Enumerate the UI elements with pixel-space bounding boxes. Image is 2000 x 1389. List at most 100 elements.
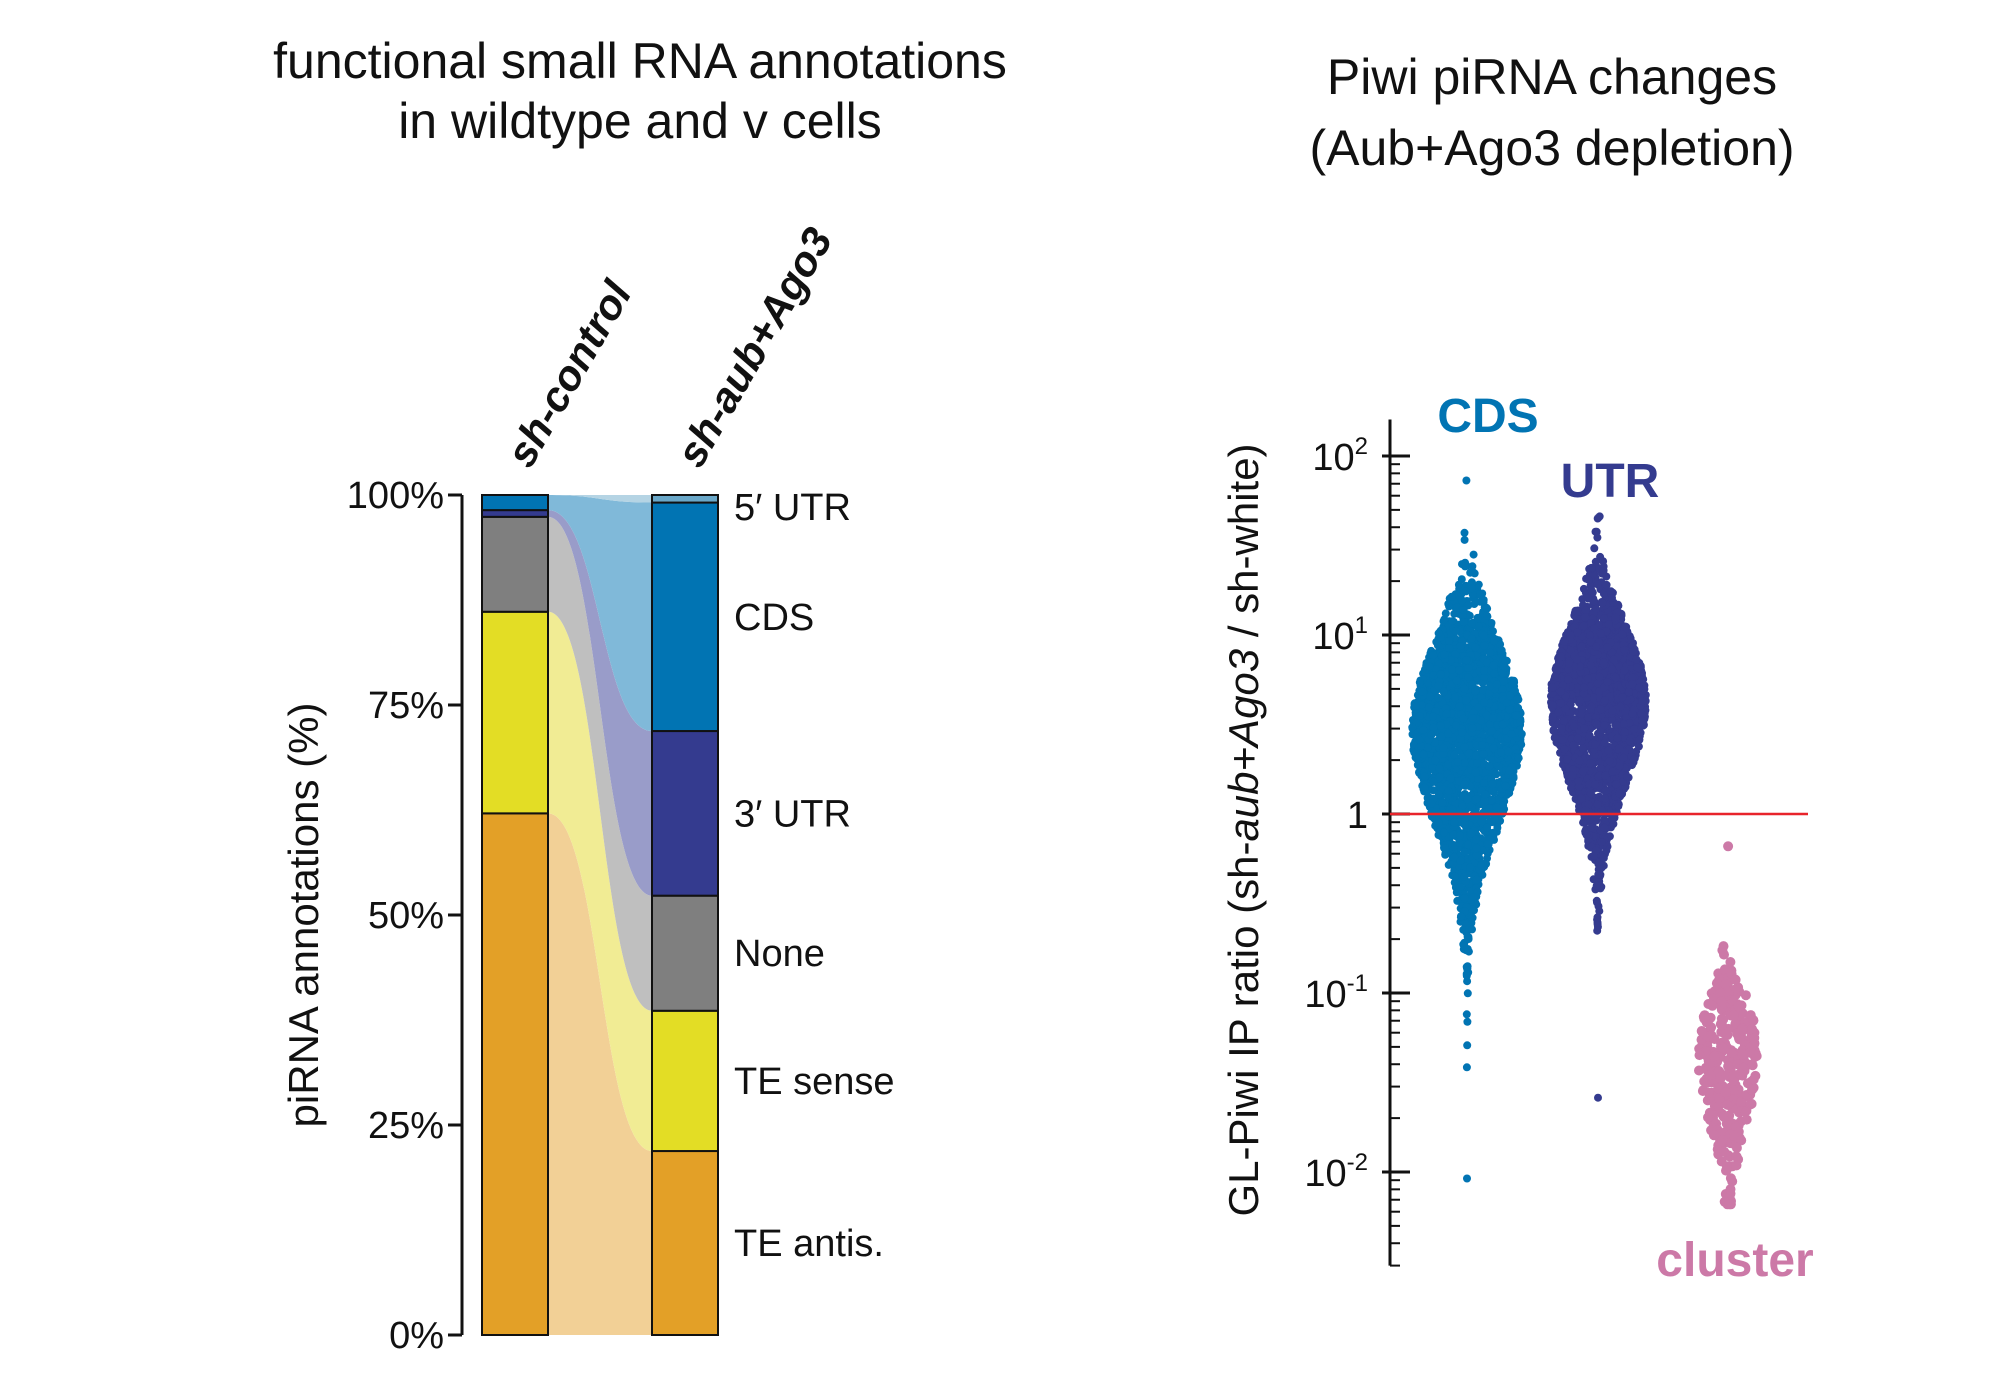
- segment-label-te-antis: TE antis.: [734, 1223, 884, 1265]
- data-point: [1455, 702, 1464, 711]
- data-point: [1477, 861, 1486, 870]
- data-point: [1436, 722, 1445, 730]
- data-point: [1459, 941, 1468, 950]
- data-point: [1549, 727, 1558, 736]
- data-point: [1483, 840, 1492, 848]
- left-tick-label-75: 75%: [368, 685, 444, 727]
- column-labels: sh-control sh-aub+Ago3: [497, 220, 841, 475]
- data-point: [1423, 743, 1432, 752]
- data-point: [1459, 714, 1468, 723]
- left-tick-label-0: 0%: [389, 1315, 444, 1357]
- data-point: [1586, 631, 1594, 640]
- data-point: [1567, 784, 1575, 793]
- data-point: [1463, 932, 1472, 941]
- data-point: [1548, 713, 1557, 722]
- bar-sh-control-te-sense: [481, 610, 549, 815]
- data-point: [1584, 575, 1593, 584]
- data-point: [1618, 630, 1627, 639]
- data-point: [1603, 678, 1612, 686]
- data-point: [1468, 925, 1476, 934]
- data-point: [1416, 742, 1425, 750]
- data-point: [1463, 1017, 1472, 1026]
- data-point: [1630, 725, 1639, 734]
- flow-none: [548, 516, 652, 1011]
- data-point: [1454, 580, 1463, 589]
- right-title-line-1: Piwi piRNA changes: [1327, 49, 1777, 105]
- data-point: [1456, 856, 1465, 865]
- data-point: [1578, 705, 1587, 714]
- data-point: [1623, 772, 1632, 781]
- data-point: [1487, 796, 1496, 805]
- data-point: [1548, 683, 1557, 692]
- data-point: [1611, 673, 1620, 682]
- data-point: [1464, 673, 1473, 681]
- data-point: [1593, 800, 1602, 809]
- data-point: [1434, 790, 1443, 799]
- data-point: [1483, 604, 1492, 613]
- left-title-line-2: in wildtype and v cells: [398, 93, 882, 149]
- data-point: [1635, 683, 1644, 692]
- data-point: [1464, 946, 1472, 955]
- data-point: [1619, 719, 1628, 728]
- data-point: [1479, 808, 1488, 817]
- data-point: [1550, 672, 1559, 681]
- data-point: [1448, 617, 1457, 626]
- data-point: [1487, 818, 1496, 827]
- data-point: [1556, 699, 1565, 708]
- right-y-axis-label: GL-Piwi IP ratio (sh-aub+Ago3 / sh-white…: [1220, 443, 1267, 1216]
- bar-sh-aub-ago3-te-sense: [651, 1009, 719, 1153]
- data-point: [1593, 720, 1602, 729]
- data-point: [1629, 647, 1638, 656]
- data-point: [1598, 599, 1607, 607]
- data-point: [1568, 771, 1577, 779]
- data-point: [1464, 749, 1473, 758]
- data-point: [1556, 687, 1565, 696]
- data-point: [1462, 696, 1471, 705]
- data-point: [1567, 735, 1576, 743]
- data-point: [1486, 648, 1495, 657]
- data-point: [1448, 805, 1457, 814]
- data-point: [1444, 786, 1453, 795]
- data-point: [1474, 703, 1483, 712]
- data-point: [1408, 723, 1417, 732]
- column-label-sh-control: sh-control: [497, 272, 641, 474]
- y-label-part: / sh-white): [1220, 443, 1267, 648]
- data-point: [1492, 770, 1501, 779]
- data-point: [1425, 703, 1434, 712]
- tick-exponent: 1: [1355, 612, 1368, 639]
- data-point: [1577, 794, 1586, 803]
- data-point: [1592, 604, 1600, 613]
- data-point: [1586, 637, 1595, 646]
- data-point: [1462, 1010, 1471, 1019]
- y-label-part: aub+Ago3: [1220, 649, 1267, 842]
- data-point: [1425, 662, 1434, 671]
- data-point: [1441, 850, 1450, 859]
- data-point: [1638, 721, 1647, 730]
- data-point: [1513, 695, 1522, 704]
- data-point: [1498, 720, 1507, 729]
- data-point: [1573, 734, 1582, 743]
- data-point: [1577, 642, 1586, 651]
- data-point: [1460, 535, 1469, 544]
- data-point: [1462, 971, 1471, 980]
- data-point: [1569, 741, 1578, 750]
- data-point: [1437, 732, 1446, 741]
- right-tick-label-0: 10-2: [1304, 1149, 1368, 1195]
- data-point: [1429, 712, 1437, 721]
- data-point: [1463, 1174, 1471, 1183]
- data-point: [1596, 629, 1605, 638]
- data-point: [1462, 962, 1471, 971]
- data-point: [1599, 566, 1608, 575]
- left-y-axis: 0%25%50%75%100%: [347, 475, 464, 1357]
- data-point: [1436, 670, 1445, 679]
- data-point: [1464, 703, 1473, 712]
- data-point: [1459, 606, 1468, 614]
- data-point: [1634, 742, 1643, 751]
- data-point: [1479, 596, 1488, 604]
- data-point: [1595, 907, 1604, 916]
- column-label-sh-aub-ago3: sh-aub+Ago3: [667, 220, 841, 475]
- data-point: [1609, 655, 1618, 664]
- data-point: [1581, 806, 1590, 815]
- data-point: [1592, 642, 1601, 651]
